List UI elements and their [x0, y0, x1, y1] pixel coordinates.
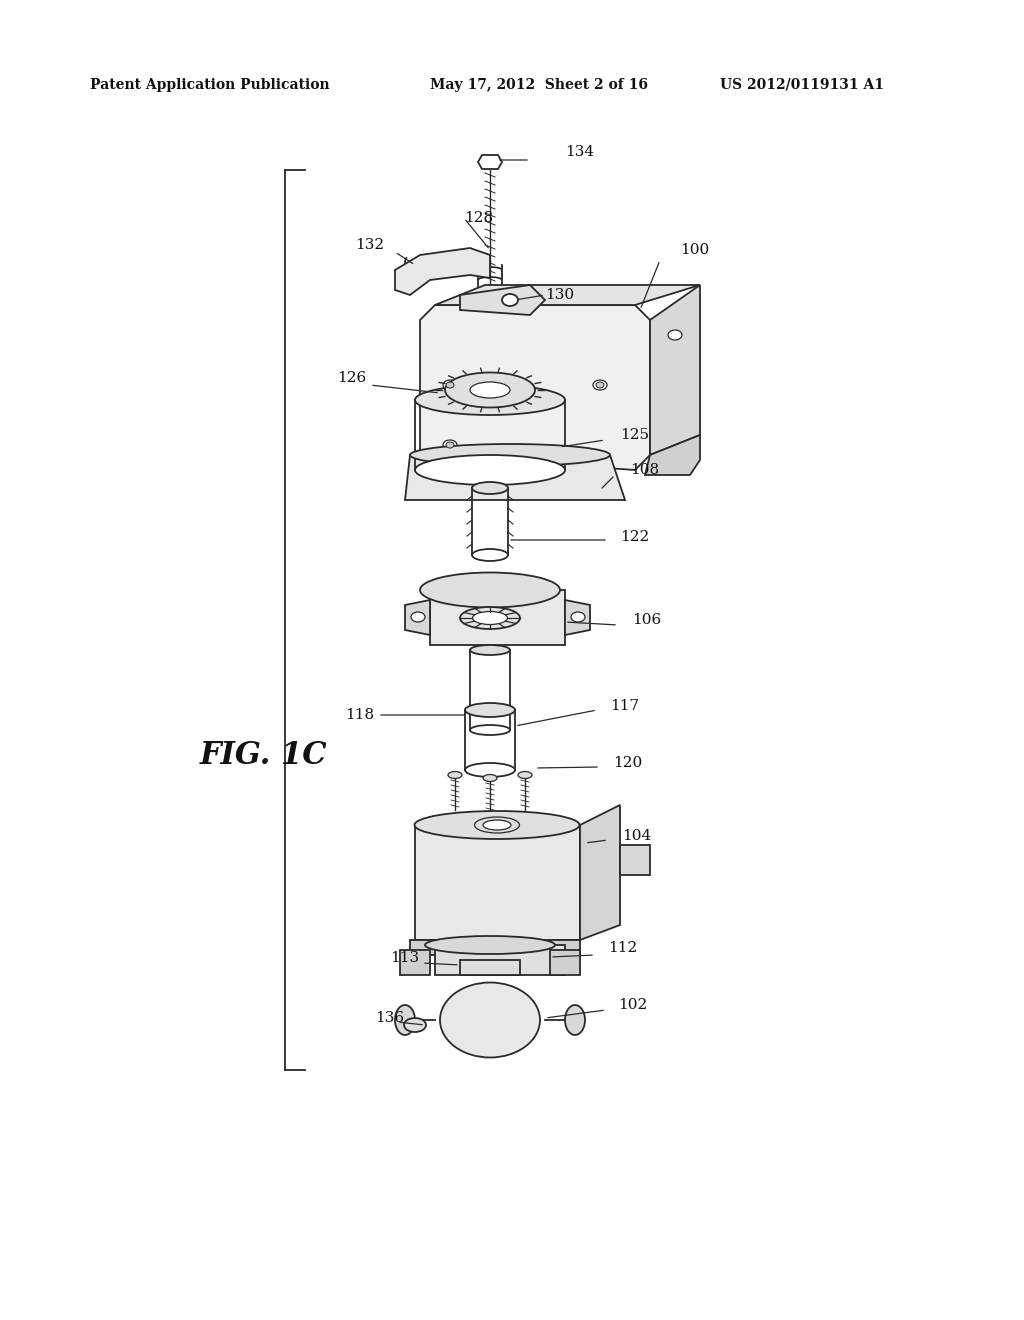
- Polygon shape: [550, 950, 580, 975]
- Polygon shape: [406, 455, 625, 500]
- Polygon shape: [460, 285, 545, 315]
- Text: 106: 106: [632, 612, 662, 627]
- Ellipse shape: [474, 817, 519, 833]
- Ellipse shape: [460, 607, 520, 630]
- Ellipse shape: [565, 1005, 585, 1035]
- Ellipse shape: [440, 982, 540, 1057]
- Text: 120: 120: [613, 756, 642, 770]
- Ellipse shape: [443, 440, 457, 450]
- Ellipse shape: [483, 820, 511, 830]
- Text: FIG. 1C: FIG. 1C: [200, 739, 328, 771]
- Ellipse shape: [445, 372, 535, 408]
- Text: 126: 126: [337, 371, 367, 385]
- Text: 113: 113: [390, 950, 419, 965]
- Ellipse shape: [571, 612, 585, 622]
- Ellipse shape: [472, 549, 508, 561]
- Ellipse shape: [411, 612, 425, 622]
- Text: 117: 117: [610, 700, 639, 713]
- Polygon shape: [406, 601, 430, 635]
- Ellipse shape: [483, 775, 497, 781]
- Text: 118: 118: [345, 708, 374, 722]
- Ellipse shape: [502, 294, 518, 306]
- Text: 122: 122: [620, 531, 649, 544]
- Text: 100: 100: [680, 243, 710, 257]
- Text: 136: 136: [375, 1011, 404, 1026]
- Text: May 17, 2012  Sheet 2 of 16: May 17, 2012 Sheet 2 of 16: [430, 78, 648, 92]
- Polygon shape: [565, 601, 590, 635]
- Ellipse shape: [472, 482, 508, 494]
- Text: 125: 125: [620, 428, 649, 442]
- Polygon shape: [400, 950, 430, 975]
- Ellipse shape: [410, 444, 610, 466]
- Ellipse shape: [415, 385, 565, 414]
- Ellipse shape: [470, 645, 510, 655]
- Text: 104: 104: [622, 829, 651, 843]
- Text: 132: 132: [355, 238, 384, 252]
- Ellipse shape: [668, 330, 682, 341]
- Text: 108: 108: [630, 463, 659, 477]
- Text: US 2012/0119131 A1: US 2012/0119131 A1: [720, 78, 884, 92]
- Ellipse shape: [446, 442, 454, 447]
- Text: 130: 130: [545, 288, 574, 302]
- Polygon shape: [435, 285, 700, 305]
- Ellipse shape: [470, 381, 510, 399]
- Ellipse shape: [446, 381, 454, 388]
- Text: 128: 128: [464, 211, 494, 224]
- Ellipse shape: [449, 771, 462, 779]
- Polygon shape: [415, 825, 580, 940]
- Polygon shape: [410, 940, 440, 954]
- Ellipse shape: [470, 725, 510, 735]
- Ellipse shape: [465, 763, 515, 777]
- Ellipse shape: [415, 455, 565, 484]
- Polygon shape: [420, 305, 650, 470]
- Ellipse shape: [415, 810, 580, 840]
- Ellipse shape: [472, 611, 508, 624]
- Polygon shape: [430, 590, 565, 645]
- Ellipse shape: [404, 1018, 426, 1032]
- Polygon shape: [650, 285, 700, 455]
- Ellipse shape: [593, 380, 607, 389]
- Ellipse shape: [425, 936, 555, 954]
- Text: 102: 102: [618, 998, 647, 1012]
- Ellipse shape: [518, 771, 532, 779]
- Polygon shape: [478, 154, 502, 169]
- Polygon shape: [645, 436, 700, 475]
- Ellipse shape: [420, 573, 560, 607]
- Polygon shape: [460, 960, 520, 975]
- Ellipse shape: [443, 380, 457, 389]
- Polygon shape: [580, 805, 620, 940]
- Text: 134: 134: [565, 145, 594, 158]
- Ellipse shape: [395, 1005, 415, 1035]
- Polygon shape: [395, 248, 490, 294]
- Polygon shape: [620, 845, 650, 875]
- Ellipse shape: [465, 704, 515, 717]
- Ellipse shape: [596, 381, 604, 388]
- Text: Patent Application Publication: Patent Application Publication: [90, 78, 330, 92]
- Text: 112: 112: [608, 941, 637, 954]
- Polygon shape: [435, 945, 565, 975]
- Polygon shape: [550, 940, 580, 954]
